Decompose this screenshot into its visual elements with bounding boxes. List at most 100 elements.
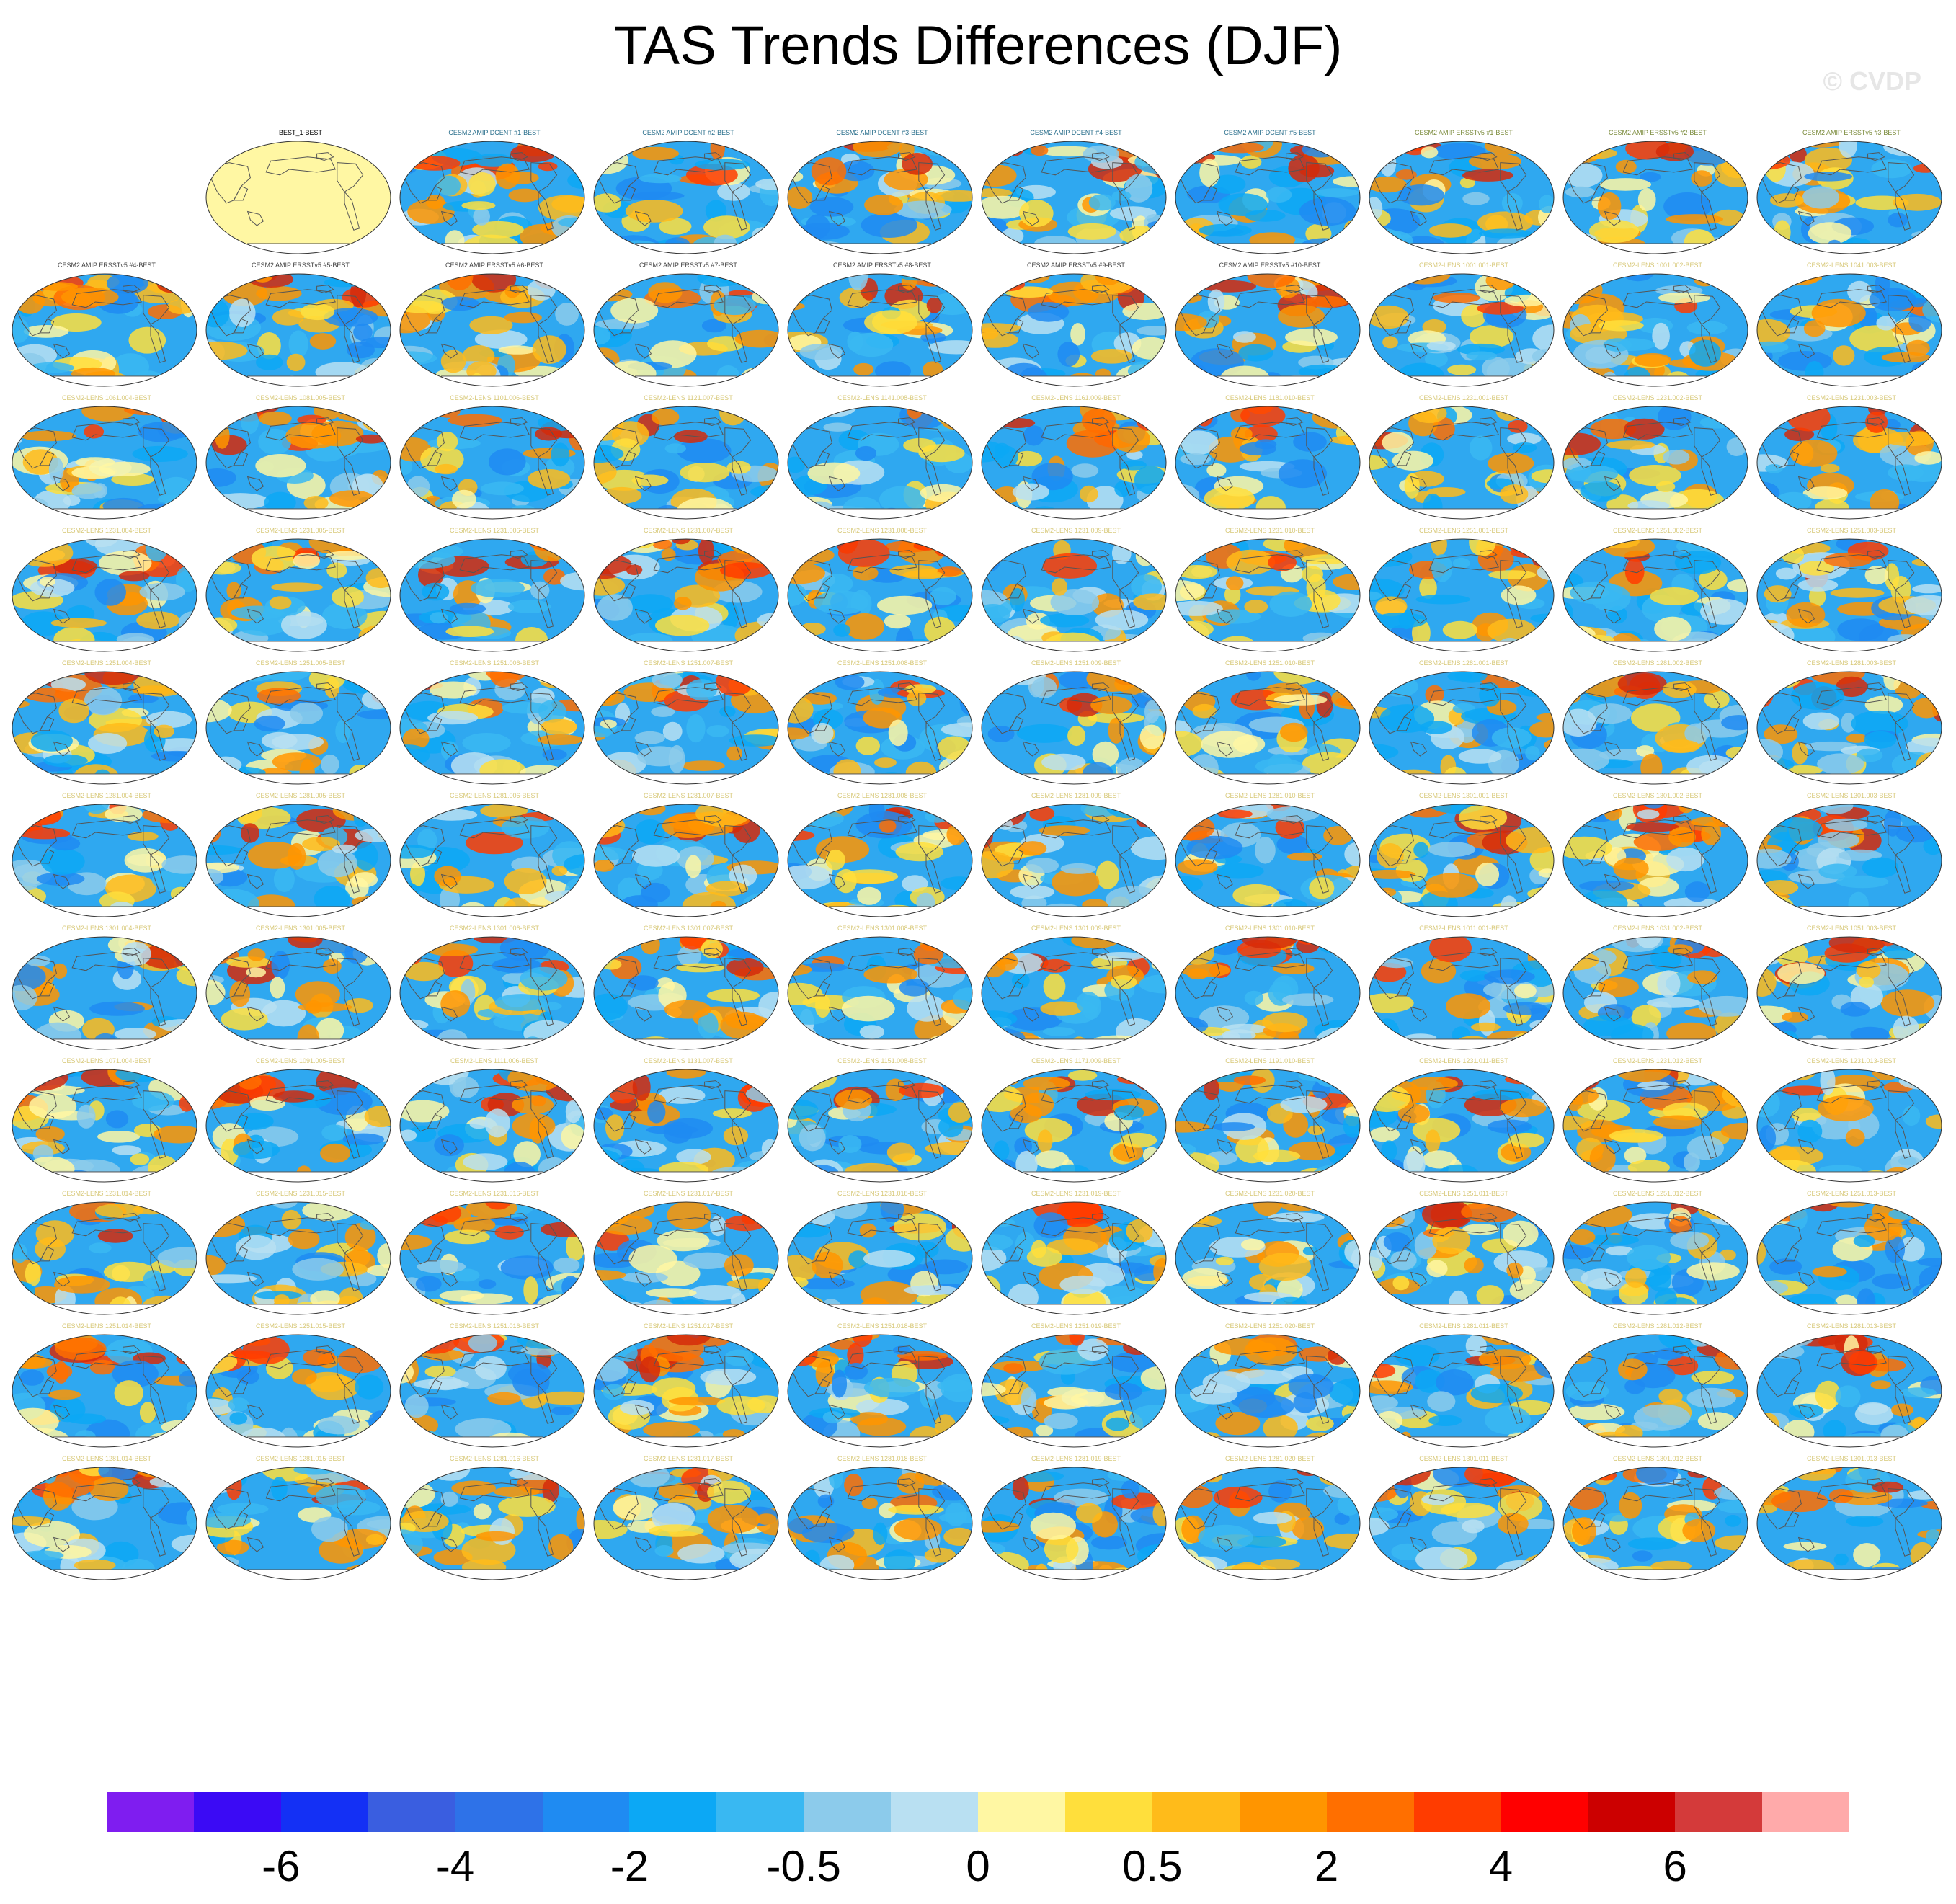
trend-anomaly-field — [462, 733, 511, 753]
trend-anomaly-field — [1136, 326, 1166, 336]
trend-anomaly-field — [950, 1293, 972, 1305]
coastline — [1500, 958, 1527, 988]
trend-anomaly-field — [982, 903, 1008, 917]
coastline — [39, 848, 55, 864]
trend-anomaly-field — [726, 746, 742, 761]
map-outline — [593, 804, 779, 917]
map-panel: CESM2-LENS 1251.008-BEST — [786, 659, 978, 786]
trend-anomaly-field — [1186, 835, 1243, 860]
map-panel: CESM2 AMIP ERSSTv5 #1-BEST — [1368, 128, 1560, 255]
trend-anomaly-field — [332, 844, 357, 854]
trend-anomaly-field — [1144, 700, 1160, 724]
coastline — [143, 1090, 170, 1121]
trend-anomaly-field — [335, 719, 351, 744]
trend-anomaly-field — [605, 1114, 625, 1141]
coastline — [898, 285, 916, 294]
trend-anomaly-field — [907, 995, 947, 1022]
global-map — [593, 671, 779, 785]
map-outline — [1562, 141, 1748, 254]
map-outline — [1369, 141, 1555, 254]
trend-anomaly-field — [453, 1268, 480, 1282]
trend-anomaly-field — [1181, 940, 1214, 965]
panel-title: CESM2-LENS 1121.007-BEST — [644, 394, 733, 401]
coastline — [1119, 190, 1136, 231]
coastline — [1216, 343, 1234, 359]
map-outline — [1562, 804, 1748, 917]
map-panel: CESM2-LENS 1231.013-BEST — [1756, 1056, 1947, 1183]
coastline — [1041, 156, 1111, 176]
trend-anomaly-field — [272, 308, 304, 326]
trend-anomaly-field — [360, 337, 391, 349]
coastline — [1701, 323, 1717, 363]
trend-anomaly-field — [1865, 411, 1888, 433]
trend-anomaly-field — [1210, 174, 1246, 194]
trend-anomaly-field — [1177, 859, 1218, 876]
coastline — [246, 1139, 264, 1155]
trend-anomaly-field — [1588, 219, 1640, 244]
trend-anomaly-field — [1853, 1235, 1875, 1247]
trend-anomaly-field — [847, 1343, 864, 1367]
trend-anomaly-field — [354, 505, 391, 519]
coastline — [918, 560, 946, 590]
trend-anomaly-field — [259, 411, 292, 426]
trend-anomaly-field — [1375, 596, 1408, 617]
trend-anomaly-field — [1457, 343, 1506, 355]
map-outline — [1369, 406, 1555, 520]
coastline — [71, 289, 142, 308]
panel-title: CESM2-LENS 1141.008-BEST — [837, 394, 927, 401]
coastline — [1622, 1217, 1693, 1237]
map-panel: CESM2-LENS 1281.009-BEST — [980, 791, 1172, 918]
trend-anomaly-field — [179, 1095, 194, 1112]
trend-anomaly-field — [1836, 676, 1868, 698]
coastline — [71, 422, 142, 441]
trend-anomaly-field — [1700, 598, 1748, 625]
trend-anomaly-field — [538, 1157, 569, 1181]
coastline — [1888, 295, 1915, 325]
map-panel: CESM2-LENS 1251.019-BEST — [980, 1322, 1172, 1449]
trend-anomaly-field — [210, 756, 242, 773]
trend-anomaly-field — [982, 752, 992, 767]
trend-anomaly-field — [1278, 459, 1328, 489]
panel-title: CESM2-LENS 1251.015-BEST — [255, 1322, 346, 1330]
coastline — [1112, 162, 1139, 192]
trend-anomaly-field — [936, 566, 962, 577]
coastline — [510, 285, 528, 294]
trend-anomaly-field — [1206, 463, 1227, 477]
trend-anomaly-field — [643, 1421, 700, 1438]
trend-anomaly-field — [1135, 406, 1158, 431]
coastline — [1235, 819, 1305, 839]
map-outline — [399, 936, 585, 1050]
trend-anomaly-field — [378, 773, 391, 783]
trend-anomaly-field — [1226, 549, 1276, 575]
coastline — [898, 417, 916, 427]
map-panel: CESM2-LENS 1231.007-BEST — [592, 526, 784, 653]
trend-anomaly-field — [1825, 818, 1868, 832]
map-panel: CESM2-LENS 1231.003-BEST — [1756, 393, 1947, 520]
trend-anomaly-field — [1913, 406, 1939, 421]
trend-anomaly-field — [1298, 1070, 1329, 1081]
coastline — [814, 1113, 830, 1129]
trend-anomaly-field — [605, 507, 623, 519]
trend-anomaly-field — [1910, 501, 1942, 512]
trend-anomaly-field — [1720, 406, 1748, 418]
trend-anomaly-field — [841, 995, 895, 1022]
trend-anomaly-field — [1718, 141, 1748, 145]
trend-anomaly-field — [926, 297, 942, 313]
coastline — [1604, 476, 1622, 491]
trend-anomaly-field — [1067, 1069, 1098, 1081]
coastline — [1816, 952, 1887, 971]
trend-anomaly-field — [1479, 682, 1501, 707]
trend-anomaly-field — [700, 1369, 757, 1386]
trend-anomaly-field — [84, 539, 119, 548]
global-map — [1175, 804, 1361, 917]
coastline — [1112, 958, 1139, 988]
map-panel: CESM2-LENS 1301.005-BEST — [205, 924, 396, 1051]
trend-anomaly-field — [1811, 298, 1866, 328]
panel-title: CESM2-LENS 1251.019-BEST — [1031, 1322, 1121, 1330]
trend-anomaly-field — [532, 335, 566, 364]
coastline — [39, 1113, 55, 1129]
trend-anomaly-field — [206, 341, 248, 360]
trend-anomaly-field — [353, 323, 373, 341]
trend-anomaly-field — [1764, 585, 1792, 603]
trend-anomaly-field — [1369, 993, 1414, 1013]
